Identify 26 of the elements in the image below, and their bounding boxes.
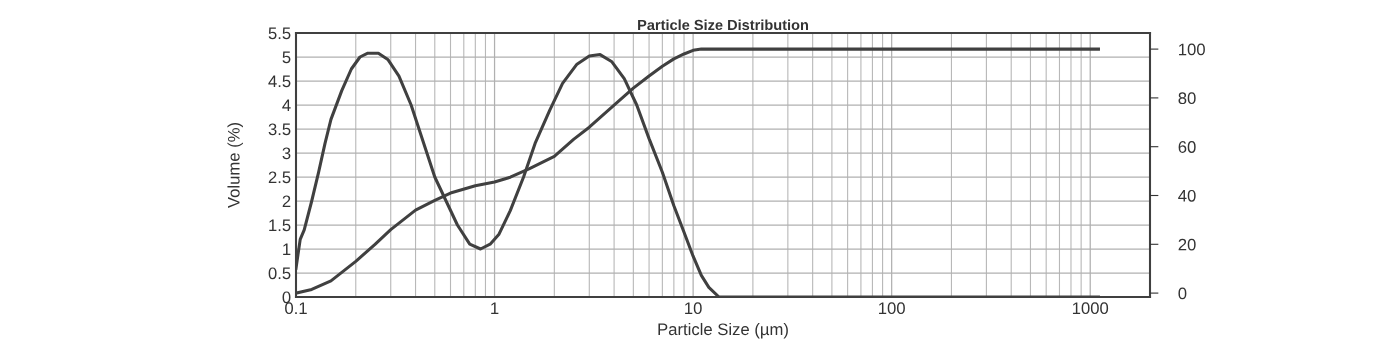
x-tick-label: 0.1 [285,302,307,315]
y-tick-label: 1.5 [269,219,291,232]
y-axis-title: Volume (%) [227,122,243,208]
y2-tick-label: 60 [1178,141,1196,153]
x-tick-label: 1000 [1072,302,1109,315]
y-tick-label: 0.5 [268,267,291,280]
y-tick-label: 2.5 [268,171,291,184]
y-tick-label: 4 [282,99,291,112]
x-tick-label: 100 [879,302,905,315]
y2-tick-label: 100 [1179,43,1205,56]
x-tick-label: 10 [685,302,702,315]
y2-tick-label: 80 [1178,92,1196,105]
y2-tick-label: 0 [1178,287,1187,300]
x-tick-label: 1 [491,302,499,314]
y-tick-label: 3.5 [268,123,291,136]
x-axis-title: Particle Size (µm) [658,322,788,339]
y-tick-label: 5 [282,51,291,64]
y2-tick-label: 20 [1178,238,1196,251]
chart-title: Particle Size Distribution [638,19,808,31]
y-tick-label: 1 [283,243,291,256]
y-tick-label: 0 [282,291,291,304]
y-tick-label: 4.5 [268,75,291,88]
y2-tick-label: 40 [1178,189,1196,202]
y-tick-label: 5.5 [268,27,291,40]
y-tick-label: 3 [282,147,291,160]
y-tick-label: 2 [282,195,291,208]
